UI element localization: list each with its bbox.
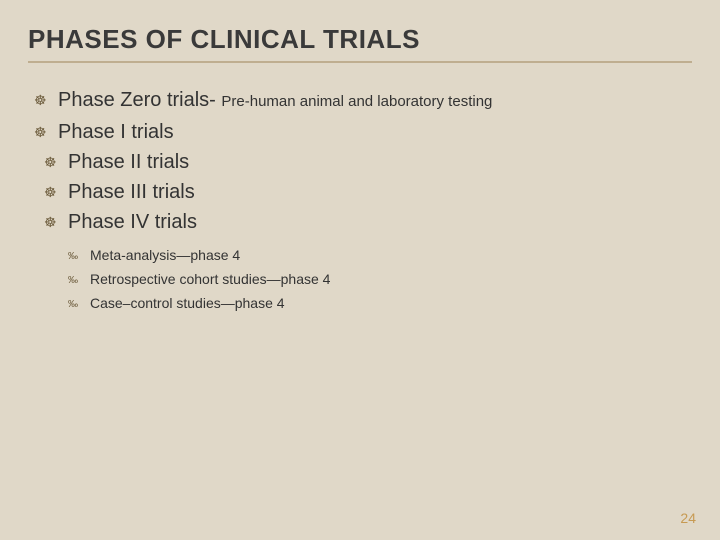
sub-list-item: Retrospective cohort studies—phase 4 <box>68 267 692 291</box>
page-number: 24 <box>680 510 696 526</box>
title-divider <box>28 61 692 63</box>
list-item-main: Phase IV trials <box>68 211 197 233</box>
level1-list: Phase Zero trials- Pre-human animal and … <box>28 85 692 237</box>
list-item: Phase I trials <box>34 117 692 147</box>
list-item-main: Phase II trials <box>68 151 189 173</box>
list-item: Phase Zero trials- Pre-human animal and … <box>34 85 692 117</box>
list-item-main: Phase Zero trials- <box>58 89 221 111</box>
sub-list-item: Case–control studies—phase 4 <box>68 291 692 315</box>
slide-container: PHASES OF CLINICAL TRIALS Phase Zero tri… <box>0 0 720 540</box>
list-item-main: Phase III trials <box>68 181 195 203</box>
sub-list-item: Meta-analysis—phase 4 <box>68 243 692 267</box>
list-item: Phase II trials <box>34 147 692 177</box>
list-item-main: Phase I trials <box>58 121 174 143</box>
list-item: Phase IV trials <box>34 207 692 237</box>
list-item-sub: Pre-human animal and laboratory testing <box>221 93 492 110</box>
slide-title: PHASES OF CLINICAL TRIALS <box>28 24 692 55</box>
level2-list: Meta-analysis—phase 4 Retrospective coho… <box>28 237 692 315</box>
list-item: Phase III trials <box>34 177 692 207</box>
